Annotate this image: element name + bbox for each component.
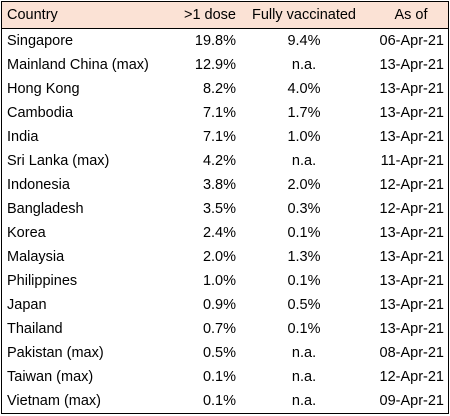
cell-country: Sri Lanka (max) — [7, 153, 110, 169]
table-row: Cambodia 7.1% 1.7% 13-Apr-21 — [2, 101, 448, 125]
cell-as-of: 13-Apr-21 — [379, 129, 444, 145]
cell-fully-vaccinated: n.a. — [291, 57, 317, 73]
cell-country: Cambodia — [7, 105, 74, 121]
table-row: India 7.1% 1.0% 13-Apr-21 — [2, 125, 448, 149]
cell-as-of: 09-Apr-21 — [379, 393, 444, 409]
cell-country: Malaysia — [7, 249, 65, 265]
cell-fully-vaccinated: 9.4% — [287, 33, 321, 49]
cell-fully-vaccinated: 0.3% — [287, 201, 321, 217]
cell-one-dose: 2.4% — [202, 225, 236, 241]
cell-country: Philippines — [7, 273, 78, 289]
cell-one-dose: 0.7% — [202, 321, 236, 337]
cell-fully-vaccinated: 0.1% — [287, 225, 321, 241]
cell-fully-vaccinated: 0.1% — [287, 273, 321, 289]
cell-country: Korea — [7, 225, 46, 241]
table-row: Indonesia 3.8% 2.0% 12-Apr-21 — [2, 173, 448, 197]
cell-fully-vaccinated: n.a. — [291, 393, 317, 409]
cell-one-dose: 7.1% — [202, 129, 236, 145]
cell-country: India — [7, 129, 39, 145]
cell-country: Japan — [7, 297, 47, 313]
cell-as-of: 13-Apr-21 — [379, 105, 444, 121]
cell-country: Singapore — [7, 33, 74, 49]
table-row: Korea 2.4% 0.1% 13-Apr-21 — [2, 221, 448, 245]
table-row: Mainland China (max) 12.9% n.a. 13-Apr-21 — [2, 53, 448, 77]
table-row: Sri Lanka (max) 4.2% n.a. 11-Apr-21 — [2, 149, 448, 173]
cell-country: Mainland China (max) — [7, 57, 149, 73]
header-one-dose: >1 dose — [183, 7, 236, 23]
cell-one-dose: 12.9% — [194, 57, 236, 73]
cell-country: Hong Kong — [7, 81, 80, 97]
cell-as-of: 13-Apr-21 — [379, 321, 444, 337]
cell-one-dose: 0.5% — [202, 345, 236, 361]
table-row: Pakistan (max) 0.5% n.a. 08-Apr-21 — [2, 341, 448, 365]
cell-one-dose: 19.8% — [194, 33, 236, 49]
cell-country: Indonesia — [7, 177, 70, 193]
cell-as-of: 08-Apr-21 — [379, 345, 444, 361]
cell-as-of: 13-Apr-21 — [379, 297, 444, 313]
cell-fully-vaccinated: 4.0% — [287, 81, 321, 97]
table-row: Taiwan (max) 0.1% n.a. 12-Apr-21 — [2, 365, 448, 389]
cell-one-dose: 4.2% — [202, 153, 236, 169]
table-row: Philippines 1.0% 0.1% 13-Apr-21 — [2, 269, 448, 293]
cell-fully-vaccinated: n.a. — [291, 345, 317, 361]
cell-fully-vaccinated: 1.3% — [287, 249, 321, 265]
table-row: Bangladesh 3.5% 0.3% 12-Apr-21 — [2, 197, 448, 221]
cell-fully-vaccinated: n.a. — [291, 153, 317, 169]
cell-country: Bangladesh — [7, 201, 84, 217]
table-body: Singapore 19.8% 9.4% 06-Apr-21 Mainland Chin… — [2, 29, 448, 414]
cell-as-of: 13-Apr-21 — [379, 249, 444, 265]
cell-one-dose: 2.0% — [202, 249, 236, 265]
cell-fully-vaccinated: n.a. — [291, 369, 317, 385]
cell-as-of: 13-Apr-21 — [379, 81, 444, 97]
table-header: Country >1 dose Fully vaccinated As of — [2, 2, 448, 29]
cell-country: Taiwan (max) — [7, 369, 94, 385]
cell-country: Vietnam (max) — [7, 393, 102, 409]
cell-one-dose: 7.1% — [202, 105, 236, 121]
table-row: Hong Kong 8.2% 4.0% 13-Apr-21 — [2, 77, 448, 101]
cell-as-of: 12-Apr-21 — [379, 201, 444, 217]
cell-as-of: 12-Apr-21 — [379, 177, 444, 193]
cell-country: Pakistan (max) — [7, 345, 104, 361]
table-row: Thailand 0.7% 0.1% 13-Apr-21 — [2, 317, 448, 341]
cell-one-dose: 0.1% — [202, 393, 236, 409]
cell-fully-vaccinated: 0.5% — [287, 297, 321, 313]
table-row: Japan 0.9% 0.5% 13-Apr-21 — [2, 293, 448, 317]
header-row: Country >1 dose Fully vaccinated As of — [2, 2, 448, 29]
cell-one-dose: 0.9% — [202, 297, 236, 313]
cell-as-of: 13-Apr-21 — [379, 57, 444, 73]
cell-as-of: 11-Apr-21 — [380, 153, 444, 169]
table-row: Singapore 19.8% 9.4% 06-Apr-21 — [2, 29, 448, 54]
header-as-of: As of — [394, 7, 428, 23]
cell-one-dose: 3.8% — [202, 177, 236, 193]
cell-fully-vaccinated: 0.1% — [287, 321, 321, 337]
cell-one-dose: 3.5% — [202, 201, 236, 217]
cell-fully-vaccinated: 1.0% — [287, 129, 321, 145]
cell-as-of: 13-Apr-21 — [379, 225, 444, 241]
cell-as-of: 06-Apr-21 — [379, 33, 444, 49]
cell-country: Thailand — [7, 321, 63, 337]
cell-one-dose: 1.0% — [202, 273, 236, 289]
cell-one-dose: 0.1% — [202, 369, 236, 385]
cell-fully-vaccinated: 1.7% — [287, 105, 321, 121]
vaccination-table: Country >1 dose Fully vaccinated As of S… — [2, 2, 448, 413]
cell-one-dose: 8.2% — [202, 81, 236, 97]
table-row: Malaysia 2.0% 1.3% 13-Apr-21 — [2, 245, 448, 269]
table-row: Vietnam (max) 0.1% n.a. 09-Apr-21 — [2, 389, 448, 413]
cell-as-of: 13-Apr-21 — [379, 273, 444, 289]
cell-fully-vaccinated: 2.0% — [287, 177, 321, 193]
header-fully-vaccinated: Fully vaccinated — [252, 7, 356, 23]
header-country: Country — [7, 7, 58, 23]
cell-as-of: 12-Apr-21 — [379, 369, 444, 385]
